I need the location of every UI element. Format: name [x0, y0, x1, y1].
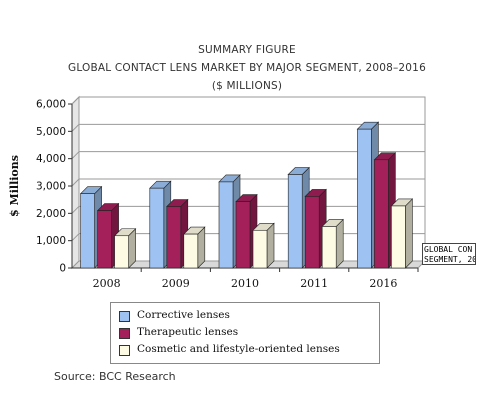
bar-cosmetic — [183, 233, 199, 269]
bar-therapeutic — [374, 159, 389, 269]
y-tick-label: 3,000 — [36, 181, 66, 193]
chart-title-line-1: SUMMARY FIGURE — [198, 44, 296, 56]
x-tick-label: 2016 — [369, 277, 397, 290]
x-tick-label: 2009 — [162, 277, 190, 290]
gridline-side — [71, 178, 80, 187]
bar-corrective — [149, 187, 165, 269]
y-tick-label: 6,000 — [36, 99, 66, 111]
bar-cosmetic — [114, 235, 129, 269]
y-axis-label: $ Millions — [8, 155, 21, 217]
legend-swatch-therapeutic — [119, 328, 130, 339]
bar-cosmetic — [391, 205, 406, 269]
bar-side-cosmetic — [405, 198, 413, 269]
gridline-side — [71, 96, 80, 105]
tooltip: GLOBAL CON SEGMENT, 20 — [422, 243, 476, 265]
bar-therapeutic — [304, 196, 320, 269]
bar-therapeutic — [235, 201, 251, 269]
bar-therapeutic — [97, 210, 112, 269]
bar-corrective — [287, 174, 303, 269]
tooltip-line-1: GLOBAL CON — [424, 245, 473, 254]
y-tick-label: 1,000 — [36, 235, 66, 247]
x-tick-label: 2010 — [231, 277, 259, 290]
bar-corrective — [357, 128, 372, 269]
bar-side-cosmetic — [266, 222, 275, 269]
source-note: Source: BCC Research — [54, 370, 176, 383]
gridline-side — [71, 233, 80, 242]
y-tick-label: 2,000 — [36, 208, 66, 220]
bar-therapeutic — [166, 206, 182, 269]
legend-swatch-corrective — [119, 311, 130, 322]
legend-label-therapeutic: Therapeutic lenses — [137, 326, 239, 338]
bar-corrective — [80, 193, 95, 269]
gridline-side — [71, 123, 80, 132]
gridline-side — [71, 151, 80, 160]
x-tick-label: 2011 — [300, 277, 328, 290]
chart-title-line-2: GLOBAL CONTACT LENS MARKET BY MAJOR SEGM… — [68, 62, 426, 74]
legend: Corrective lenses Therapeutic lenses Cos… — [110, 302, 380, 364]
y-tick-label: 5,000 — [36, 126, 66, 138]
legend-swatch-cosmetic — [119, 345, 130, 356]
chart-title-line-3: ($ MILLIONS) — [211, 80, 283, 92]
x-tick-label: 2008 — [93, 277, 121, 290]
y-tick-label: 0 — [59, 263, 66, 275]
bar-side-cosmetic — [335, 218, 344, 269]
bar-cosmetic — [321, 226, 337, 269]
bar-corrective — [218, 181, 234, 269]
legend-label-corrective: Corrective lenses — [137, 309, 230, 321]
gridline-side — [71, 205, 80, 214]
tooltip-line-2: SEGMENT, 20 — [424, 255, 476, 264]
y-tick-label: 4,000 — [36, 153, 66, 165]
bar-cosmetic — [252, 229, 268, 269]
legend-label-cosmetic: Cosmetic and lifestyle-oriented lenses — [137, 343, 340, 355]
